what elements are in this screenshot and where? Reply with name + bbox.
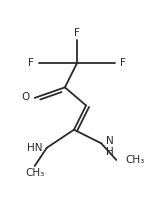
Text: O: O bbox=[21, 92, 29, 102]
Text: F: F bbox=[74, 28, 80, 38]
Text: CH₃: CH₃ bbox=[25, 168, 44, 178]
Text: N: N bbox=[106, 136, 114, 146]
Text: F: F bbox=[120, 58, 126, 68]
Text: CH₃: CH₃ bbox=[125, 155, 145, 165]
Text: H: H bbox=[106, 147, 114, 157]
Text: HN: HN bbox=[27, 143, 42, 153]
Text: F: F bbox=[28, 58, 34, 68]
